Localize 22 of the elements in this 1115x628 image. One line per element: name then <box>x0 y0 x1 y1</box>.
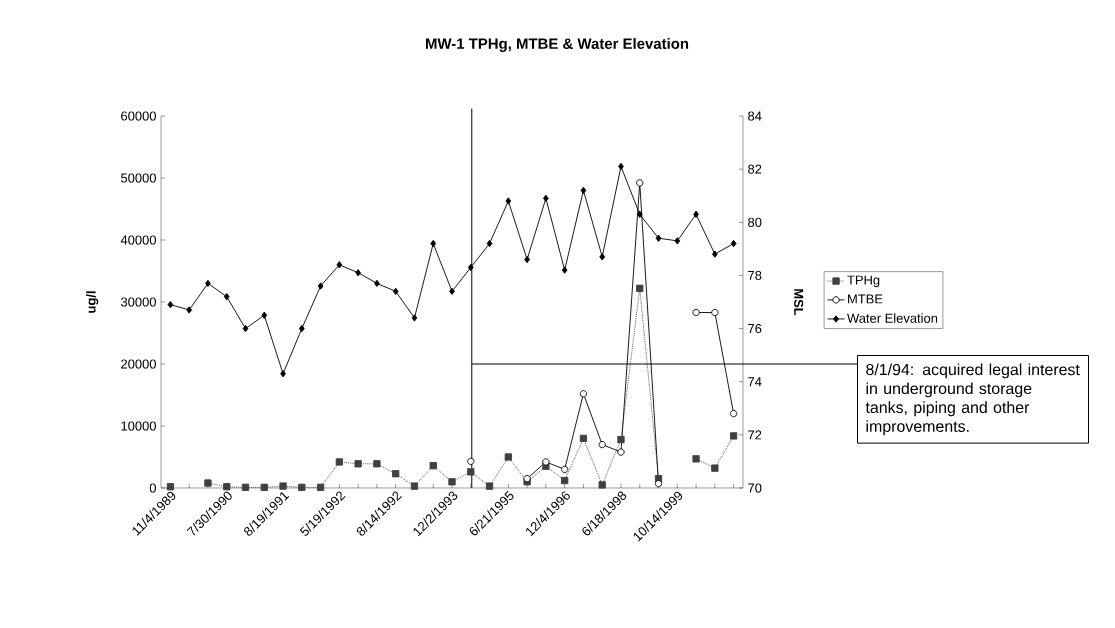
y2-tick-label: 74 <box>748 377 762 387</box>
y2-tick-label: 84 <box>748 111 762 121</box>
chart-title: MW-1 TPHg, MTBE & Water Elevation <box>426 37 689 52</box>
y2-tick-label: 80 <box>748 217 762 227</box>
legend-label: MTBE <box>848 294 883 304</box>
y-tick-label: 40000 <box>120 235 156 245</box>
y-axis-title: ug/l <box>86 291 99 313</box>
legend-label: TPHg <box>847 275 880 288</box>
y-tick-label: 0 <box>149 483 156 493</box>
y-tick-label: 50000 <box>120 173 156 183</box>
legend-label: Water Elevation <box>847 313 938 323</box>
y-tick-label: 20000 <box>121 359 156 369</box>
y2-tick-label: 82 <box>748 164 762 174</box>
y2-axis-title: MSL <box>794 289 804 316</box>
text: 8/1/94: acquired legal interest in underground storage tanks, piping and other improvements. <box>865 363 1080 436</box>
y2-tick-label: 76 <box>748 323 762 334</box>
y2-tick-label: 70 <box>748 483 762 493</box>
y2-tick-label: 72 <box>748 430 762 440</box>
y-tick-label: 60000 <box>121 111 156 121</box>
y-tick-label: 10000 <box>121 421 156 431</box>
y-tick-label: 30000 <box>120 297 156 307</box>
y2-tick-label: 78 <box>748 270 762 280</box>
